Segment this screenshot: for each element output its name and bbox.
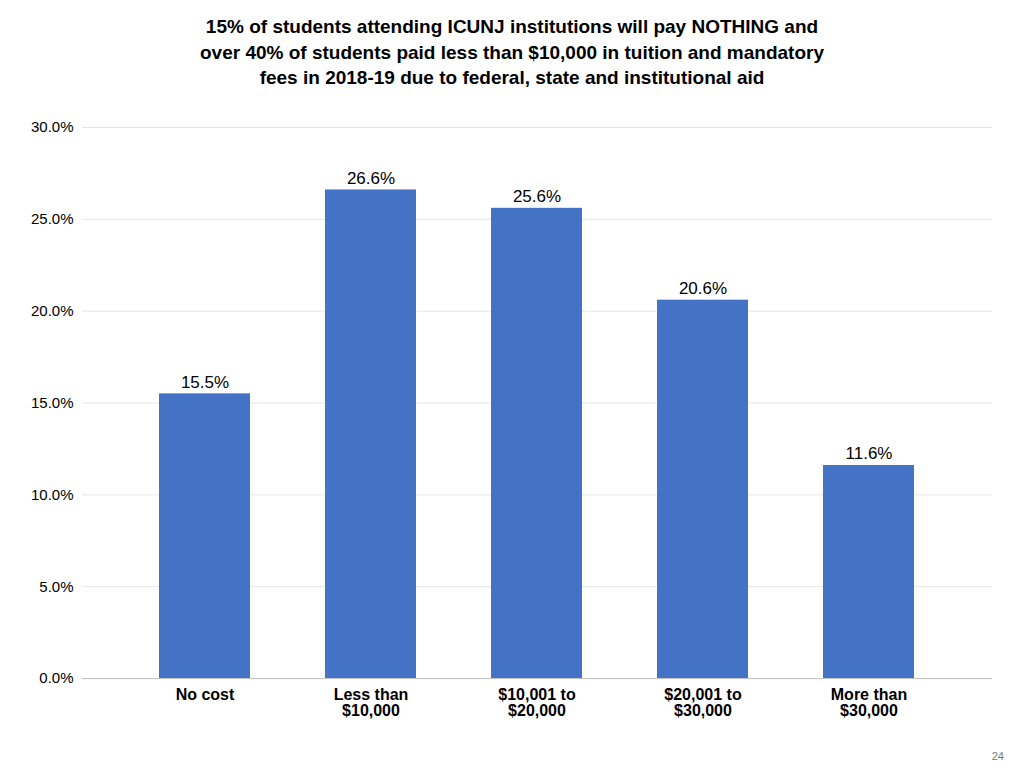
svg-text:15.5%: 15.5% — [181, 373, 229, 392]
svg-text:11.6%: 11.6% — [846, 444, 893, 463]
svg-text:10.0%: 10.0% — [31, 486, 74, 503]
svg-text:0.0%: 0.0% — [39, 669, 73, 686]
svg-text:20.6%: 20.6% — [679, 279, 727, 298]
svg-text:Less than$10,000: Less than$10,000 — [334, 686, 409, 719]
svg-text:More than$30,000: More than$30,000 — [831, 686, 907, 719]
svg-text:$10,001 to$20,000: $10,001 to$20,000 — [498, 686, 576, 719]
svg-text:25.0%: 25.0% — [31, 210, 74, 227]
html-text:15% of students attending ICUN: 15% of students attending ICUNJ institut… — [200, 16, 824, 89]
svg-text:20.0%: 20.0% — [31, 302, 74, 319]
svg-text:26.6%: 26.6% — [347, 169, 395, 188]
html-text:24: 24 — [991, 750, 1004, 762]
svg-text:30.0%: 30.0% — [31, 118, 74, 135]
svg-text:No cost: No cost — [176, 686, 235, 703]
svg-text:25.6%: 25.6% — [513, 187, 561, 206]
svg-text:15.0%: 15.0% — [31, 394, 74, 411]
svg-text:$20,001 to$30,000: $20,001 to$30,000 — [664, 686, 742, 719]
svg-text:5.0%: 5.0% — [39, 577, 73, 594]
